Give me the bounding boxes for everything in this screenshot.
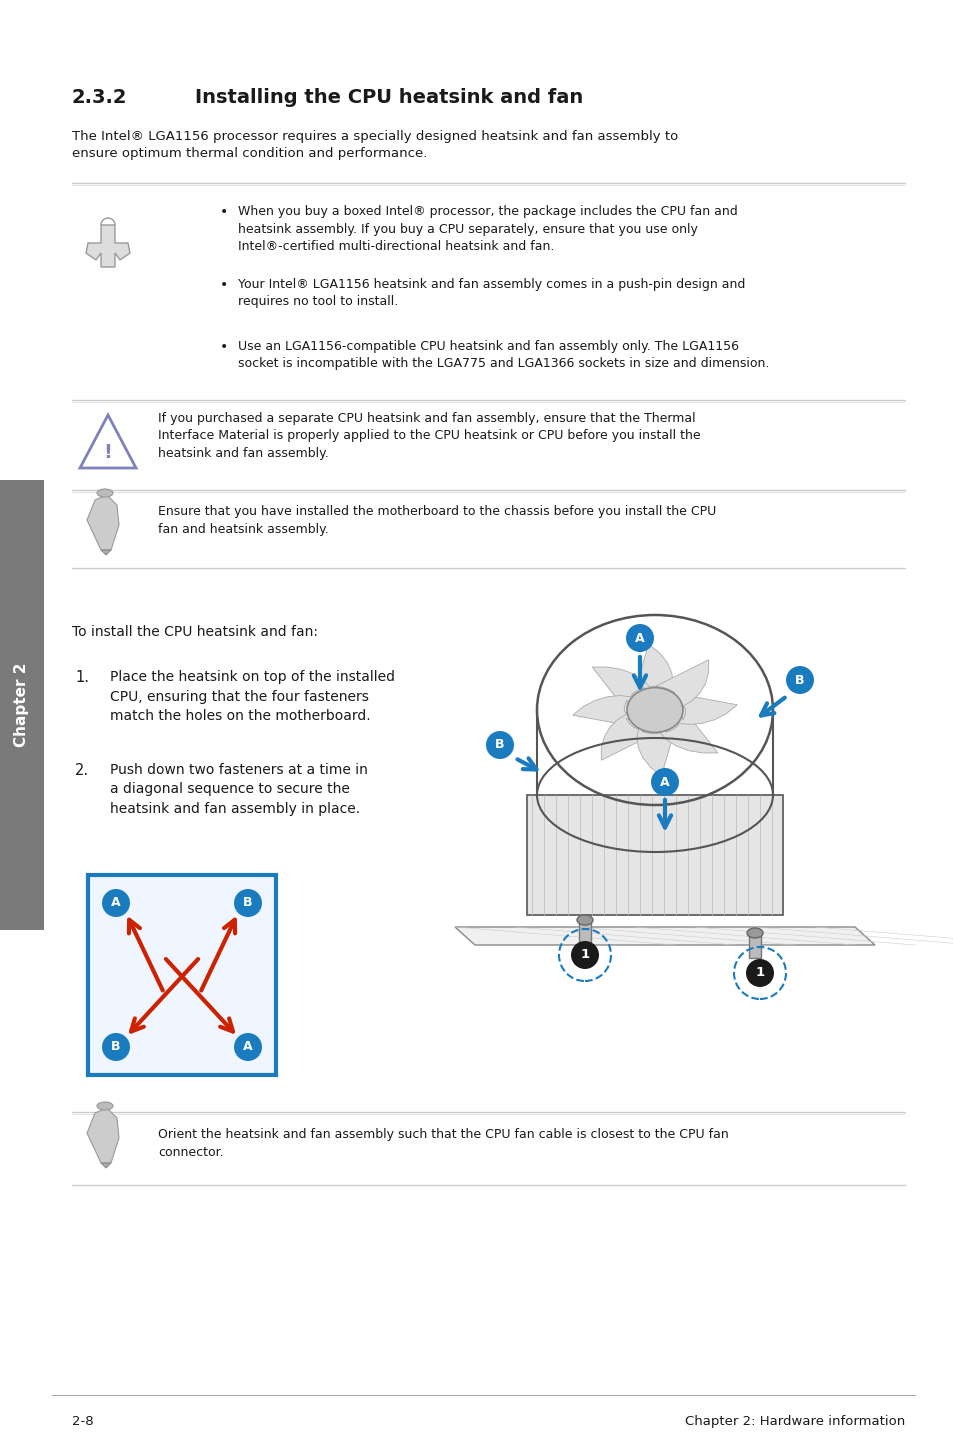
Ellipse shape [626,687,682,732]
FancyBboxPatch shape [578,920,590,945]
Polygon shape [634,644,683,702]
Text: A: A [112,896,121,909]
Text: Your Intel® LGA1156 heatsink and fan assembly comes in a push-pin design and
req: Your Intel® LGA1156 heatsink and fan ass… [237,278,744,309]
Ellipse shape [97,489,112,498]
Polygon shape [87,1109,119,1163]
Circle shape [102,889,130,917]
Text: A: A [659,775,669,788]
FancyBboxPatch shape [526,795,782,915]
Text: 1.: 1. [75,670,89,684]
Text: Use an LGA1156-compatible CPU heatsink and fan assembly only. The LGA1156
socket: Use an LGA1156-compatible CPU heatsink a… [237,339,768,371]
Polygon shape [592,667,667,710]
Polygon shape [86,224,130,267]
Circle shape [233,889,262,917]
Circle shape [785,666,813,695]
Circle shape [571,940,598,969]
Text: B: B [243,896,253,909]
Text: B: B [495,739,504,752]
Text: 2-8: 2-8 [71,1415,93,1428]
Text: •: • [220,339,228,354]
Ellipse shape [577,915,593,925]
Polygon shape [572,687,644,726]
Polygon shape [641,710,717,754]
Circle shape [233,1032,262,1061]
Text: To install the CPU heatsink and fan:: To install the CPU heatsink and fan: [71,626,317,638]
Ellipse shape [97,1102,112,1110]
Circle shape [102,1032,130,1061]
Polygon shape [455,928,874,945]
Polygon shape [101,549,111,555]
Text: Chapter 2: Hardware information: Chapter 2: Hardware information [684,1415,904,1428]
Circle shape [485,731,514,759]
Text: Ensure that you have installed the motherboard to the chassis before you install: Ensure that you have installed the mothe… [158,505,716,535]
Circle shape [625,624,654,651]
Text: A: A [635,631,644,644]
Text: The Intel® LGA1156 processor requires a specially designed heatsink and fan asse: The Intel® LGA1156 processor requires a … [71,129,678,160]
FancyBboxPatch shape [748,933,760,958]
Text: If you purchased a separate CPU heatsink and fan assembly, ensure that the Therm: If you purchased a separate CPU heatsink… [158,413,700,460]
Polygon shape [665,693,737,732]
Polygon shape [600,700,654,761]
Text: B: B [795,673,804,686]
Circle shape [650,768,679,797]
Text: Chapter 2: Chapter 2 [14,663,30,748]
FancyBboxPatch shape [0,480,44,930]
Text: Push down two fasteners at a time in
a diagonal sequence to secure the
heatsink : Push down two fasteners at a time in a d… [110,764,368,815]
Text: 1: 1 [579,949,589,962]
Text: A: A [243,1041,253,1054]
Text: When you buy a boxed Intel® processor, the package includes the CPU fan and
heat: When you buy a boxed Intel® processor, t… [237,206,737,253]
FancyBboxPatch shape [88,874,275,1076]
Polygon shape [655,660,708,720]
Text: •: • [220,206,228,219]
Polygon shape [101,1163,111,1168]
Ellipse shape [746,928,762,938]
Text: Place the heatsink on top of the installed
CPU, ensuring that the four fasteners: Place the heatsink on top of the install… [110,670,395,723]
Polygon shape [625,718,675,777]
Text: 1: 1 [755,966,763,979]
Text: 2.: 2. [75,764,89,778]
Text: 2.3.2: 2.3.2 [71,88,128,106]
Text: B: B [112,1041,121,1054]
Text: Installing the CPU heatsink and fan: Installing the CPU heatsink and fan [194,88,582,106]
Text: •: • [220,278,228,292]
Text: !: ! [104,443,112,462]
Text: Orient the heatsink and fan assembly such that the CPU fan cable is closest to t: Orient the heatsink and fan assembly suc… [158,1127,728,1159]
Circle shape [745,959,773,986]
Polygon shape [87,495,119,549]
